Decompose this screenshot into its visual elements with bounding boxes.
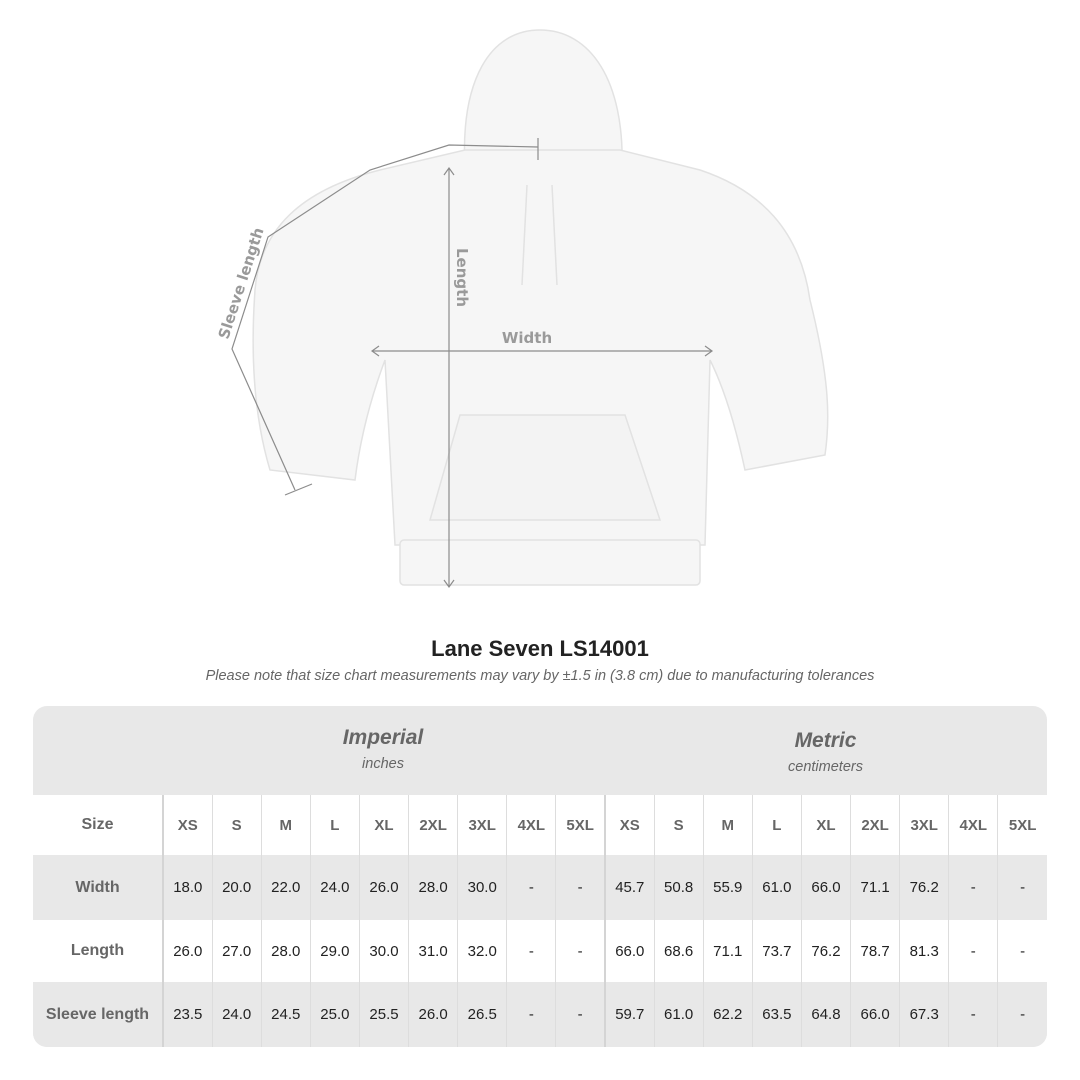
page-title: Lane Seven LS14001 bbox=[431, 636, 649, 661]
table-cell: - bbox=[948, 982, 998, 1047]
table-cell: 28.0 bbox=[408, 855, 458, 920]
table-row: Width 18.0 20.0 22.0 24.0 26.0 28.0 30.0- -45.7 5… bbox=[33, 855, 1047, 920]
table-cell: 68.6 bbox=[653, 920, 704, 982]
row-label: Sleeve length bbox=[33, 982, 164, 1047]
table-cell: 3XL bbox=[457, 795, 507, 855]
table-cell: 61.0 bbox=[653, 982, 704, 1047]
table-cell: 45.7 bbox=[603, 855, 655, 920]
table-cell: 3XL bbox=[899, 795, 949, 855]
table-cell: 62.2 bbox=[702, 982, 753, 1047]
table-cell: M bbox=[260, 795, 311, 855]
imperial-header: Imperial inches bbox=[162, 726, 604, 772]
metric-title: Metric bbox=[794, 729, 857, 752]
table-cell: 22.0 bbox=[260, 855, 311, 920]
table-cell: - bbox=[997, 982, 1047, 1047]
table-cell: 71.1 bbox=[850, 855, 900, 920]
table-row: Length 26.0 27.0 28.0 29.0 30.0 31.0 32.0- -66.0… bbox=[33, 920, 1047, 982]
table-cell: 4XL bbox=[948, 795, 998, 855]
table-cell: 76.2 bbox=[800, 920, 851, 982]
table-cell: 28.0 bbox=[260, 920, 311, 982]
row-label: Length bbox=[33, 920, 164, 982]
table-cell: XS bbox=[162, 795, 213, 855]
table-cell: 24.0 bbox=[309, 855, 360, 920]
table-cell: M bbox=[702, 795, 753, 855]
measurement-lines bbox=[231, 138, 714, 589]
table-cell: L bbox=[309, 795, 360, 855]
table-cell: 78.7 bbox=[850, 920, 900, 982]
table-cell: 23.5 bbox=[162, 982, 213, 1047]
width-label: Width bbox=[502, 329, 552, 347]
size-chart-table: Imperial inches Metric centimeters Size X… bbox=[33, 706, 1047, 1047]
table-cell: 26.0 bbox=[408, 982, 458, 1047]
table-cell: - bbox=[997, 920, 1047, 982]
table-cell: - bbox=[555, 855, 605, 920]
table-cell: 20.0 bbox=[211, 855, 262, 920]
table-cell: 29.0 bbox=[309, 920, 360, 982]
table-cell: 71.1 bbox=[702, 920, 753, 982]
table-cell: 26.0 bbox=[358, 855, 409, 920]
metric-unit: centimeters bbox=[788, 759, 863, 775]
table-cell: 32.0 bbox=[457, 920, 507, 982]
table-cell: 66.0 bbox=[850, 982, 900, 1047]
table-cell: 73.7 bbox=[751, 920, 802, 982]
table-cell: 24.5 bbox=[260, 982, 311, 1047]
hoodie-diagram: Sleeve length Length Width bbox=[215, 29, 829, 589]
table-cell: - bbox=[555, 982, 605, 1047]
table-cell: - bbox=[997, 855, 1047, 920]
table-cell: 18.0 bbox=[162, 855, 213, 920]
row-label: Size bbox=[33, 795, 164, 855]
table-cell: - bbox=[555, 920, 605, 982]
table-cell: 26.5 bbox=[457, 982, 507, 1047]
table-cell: 30.0 bbox=[457, 855, 507, 920]
table-cell: 2XL bbox=[408, 795, 458, 855]
table-cell: 4XL bbox=[506, 795, 556, 855]
hoodie-illustration bbox=[252, 29, 829, 586]
table-cell: - bbox=[948, 920, 998, 982]
table-cell: XL bbox=[800, 795, 851, 855]
table-cell: 2XL bbox=[850, 795, 900, 855]
table-cell: 64.8 bbox=[800, 982, 851, 1047]
table-cell: 59.7 bbox=[603, 982, 655, 1047]
table-row: Size XS S M L XL 2XL 3XL 4XL 5XL XS S M L XL 2XL 3XL 4XL 5… bbox=[33, 795, 1047, 855]
table-cell: - bbox=[506, 855, 556, 920]
table-cell: 5XL bbox=[997, 795, 1047, 855]
table-cell: 66.0 bbox=[603, 920, 655, 982]
table-cell: 66.0 bbox=[800, 855, 851, 920]
table-cell: L bbox=[751, 795, 802, 855]
table-cell: - bbox=[948, 855, 998, 920]
row-label: Width bbox=[33, 855, 164, 920]
table-cell: 27.0 bbox=[211, 920, 262, 982]
size-table: Size XS S M L XL 2XL 3XL 4XL 5XL XS S M L XL 2XL 3XL 4XL 5… bbox=[33, 795, 1047, 1047]
length-label: Length bbox=[453, 248, 471, 307]
table-cell: XS bbox=[603, 795, 655, 855]
table-row: Sleeve length 23.5 24.0 24.5 25.0 25.5 26.0 26.… bbox=[33, 982, 1047, 1047]
table-cell: S bbox=[211, 795, 262, 855]
table-cell: - bbox=[506, 982, 556, 1047]
metric-header: Metric centimeters bbox=[604, 729, 1047, 775]
imperial-unit: inches bbox=[362, 756, 404, 772]
imperial-title: Imperial bbox=[342, 726, 424, 749]
table-cell: 63.5 bbox=[751, 982, 802, 1047]
units-header: Imperial inches Metric centimeters bbox=[33, 706, 1047, 795]
table-cell: 24.0 bbox=[211, 982, 262, 1047]
table-cell: 5XL bbox=[555, 795, 605, 855]
table-cell: 50.8 bbox=[653, 855, 704, 920]
tolerance-note: Please note that size chart measurements… bbox=[205, 668, 875, 684]
table-cell: 81.3 bbox=[899, 920, 949, 982]
table-cell: 25.0 bbox=[309, 982, 360, 1047]
table-cell: 26.0 bbox=[162, 920, 213, 982]
table-cell: 31.0 bbox=[408, 920, 458, 982]
table-cell: 55.9 bbox=[702, 855, 753, 920]
table-cell: 30.0 bbox=[358, 920, 409, 982]
table-cell: 67.3 bbox=[899, 982, 949, 1047]
table-cell: 25.5 bbox=[358, 982, 409, 1047]
table-cell: XL bbox=[358, 795, 409, 855]
table-cell: 76.2 bbox=[899, 855, 949, 920]
table-cell: 61.0 bbox=[751, 855, 802, 920]
table-cell: S bbox=[653, 795, 704, 855]
table-cell: - bbox=[506, 920, 556, 982]
